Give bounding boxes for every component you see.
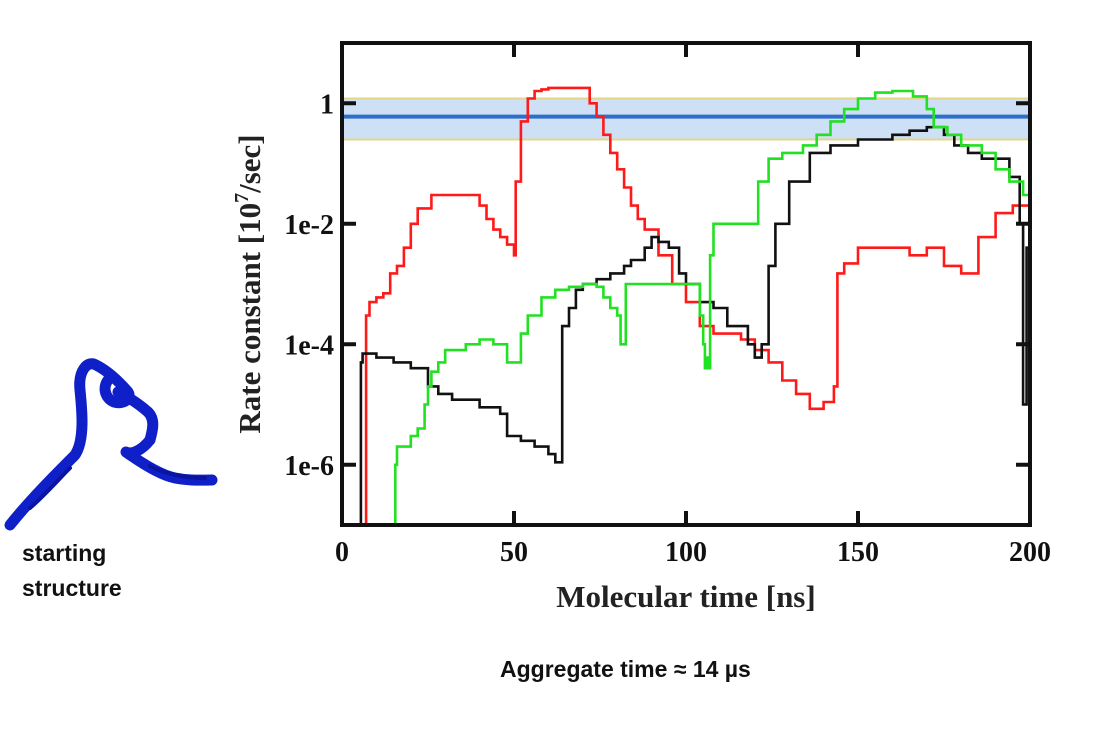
aggregate-time-label: Aggregate time ≈ 14 µs <box>500 656 751 682</box>
series-line-2 <box>393 89 1030 525</box>
protein-structure-image <box>4 358 218 531</box>
y-tick-label: 1e-6 <box>284 451 334 482</box>
y-axis-title-unit: /sec] <box>232 134 267 194</box>
series-line-1 <box>359 125 1030 525</box>
series-group <box>359 86 1030 525</box>
y-axis-title-main: Rate constant [10 <box>232 203 267 434</box>
x-tick-label: 50 <box>500 537 528 568</box>
series-line-0 <box>362 86 1030 525</box>
y-tick-label: 1e-2 <box>284 210 334 241</box>
y-tick-label: 1e-4 <box>284 330 334 361</box>
x-tick-label: 100 <box>665 537 707 568</box>
x-tick-label: 150 <box>837 537 879 568</box>
starting-structure-label-line2: structure <box>22 575 122 601</box>
y-axis-title: Rate constant [107/sec] <box>231 134 267 433</box>
y-tick-label: 1 <box>320 89 334 120</box>
starting-structure-label: starting structure <box>22 536 122 606</box>
x-tick-label: 0 <box>335 537 349 568</box>
y-axis-title-exponent: 7 <box>231 193 253 203</box>
starting-structure-label-line1: starting <box>22 540 107 566</box>
reference-band <box>342 98 1030 140</box>
x-axis-title: Molecular time [ns] <box>556 579 815 614</box>
x-tick-label: 200 <box>1009 537 1051 568</box>
